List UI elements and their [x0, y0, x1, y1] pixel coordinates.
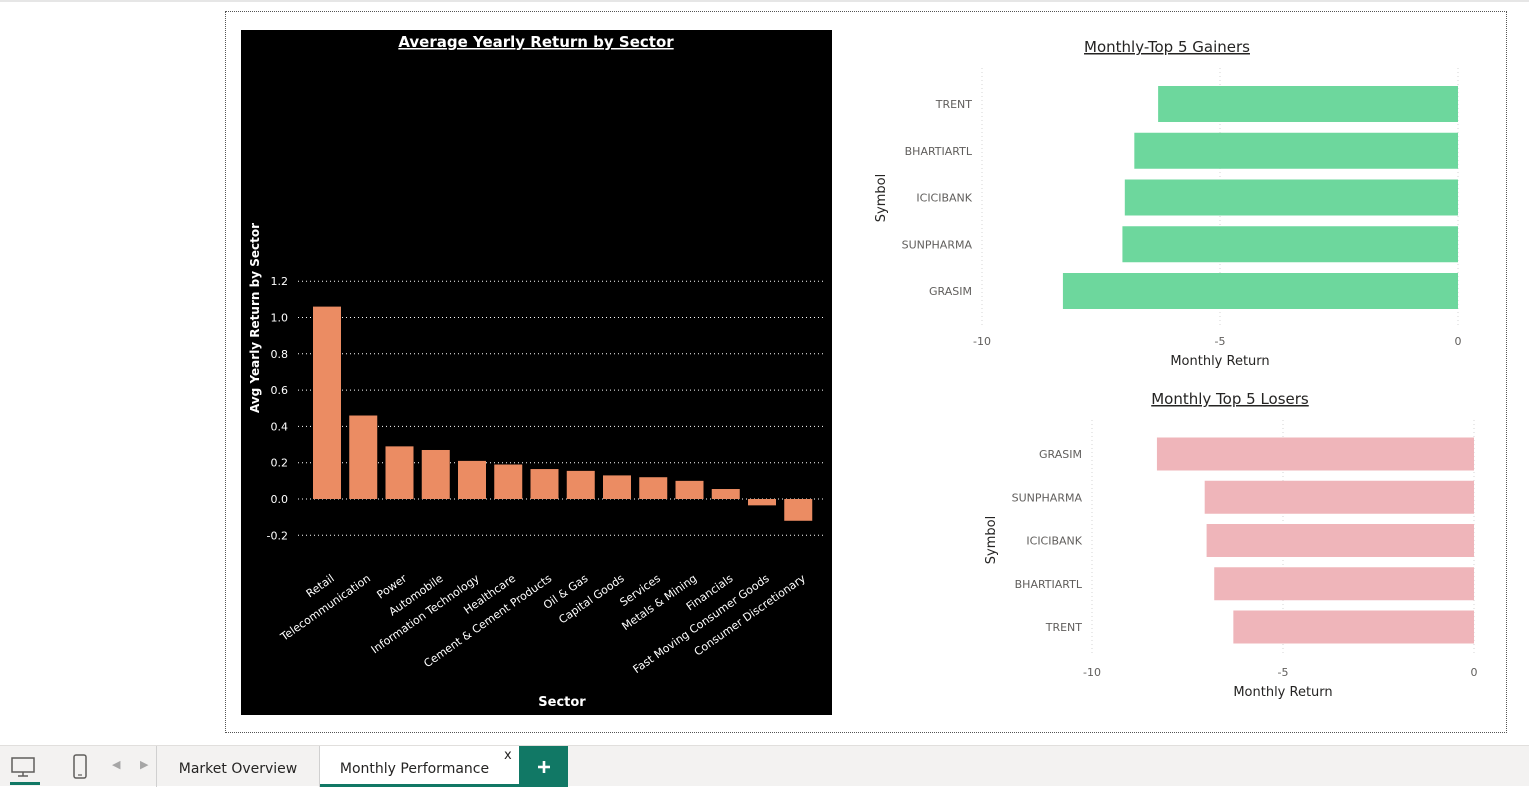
sector-y-tick-label: -0.2: [267, 529, 288, 542]
losers-chart-y-tick-label: GRASIM: [1039, 448, 1082, 461]
sector-y-tick-label: 0.0: [271, 493, 289, 506]
gainers-chart-title: Monthly-Top 5 Gainers: [1084, 38, 1250, 56]
sector-y-axis-label: Avg Yearly Return by Sector: [248, 223, 262, 413]
gainers-chart-y-tick-label: GRASIM: [929, 285, 972, 298]
losers-chart-x-tick-label: 0: [1471, 666, 1478, 679]
sector-bar: [603, 475, 631, 499]
tab-monthly-performance[interactable]: Monthly Performance: [320, 746, 519, 787]
losers-chart-x-axis-label: Monthly Return: [1233, 685, 1332, 700]
sector-bar: [566, 470, 595, 499]
page-navigation-bar: ◀ ▶ Market Overview Monthly Performance …: [0, 745, 1529, 787]
gainers-chart-x-tick-label: -5: [1215, 335, 1226, 348]
sector-chart: Average Yearly Return by Sector 1.2 1.0 0.8…: [241, 30, 832, 715]
losers-chart-y-tick-label: SUNPHARMA: [1012, 491, 1083, 504]
losers-chart-bar: [1233, 610, 1474, 644]
tab-divider: [156, 746, 157, 787]
gainers-chart-y-tick-label: TRENT: [935, 98, 973, 111]
report-canvas: [225, 11, 1507, 733]
mobile-view-icon[interactable]: [62, 746, 98, 787]
losers-chart-y-tick-label: ICICIBANK: [1026, 535, 1082, 548]
gainers-chart-x-tick-label: 0: [1455, 335, 1462, 348]
sector-bar: [421, 449, 450, 499]
gainers-chart-y-tick-label: ICICIBANK: [916, 192, 972, 205]
gainers-chart-bar: [1124, 179, 1458, 216]
chevron-left-icon[interactable]: ◀: [112, 758, 121, 771]
gainers-chart-y-tick-label: SUNPHARMA: [902, 238, 973, 251]
losers-chart-bar: [1204, 480, 1474, 514]
chevron-right-icon[interactable]: ▶: [140, 758, 149, 771]
gainers-chart-y-axis-label: Symbol: [874, 174, 889, 222]
report-charts: Average Yearly Return by Sector 1.2 1.0 0.8…: [241, 30, 1478, 715]
losers-chart-bar: [1214, 567, 1474, 601]
desktop-view-indicator: [10, 782, 40, 785]
sector-y-tick-label: 0.6: [271, 384, 289, 397]
losers-chart-y-tick-label: TRENT: [1045, 621, 1083, 634]
close-tab-icon[interactable]: x: [504, 748, 512, 763]
gainers-chart-bar: [1122, 226, 1458, 263]
sector-bar: [313, 306, 341, 499]
sector-chart-title: Average Yearly Return by Sector: [398, 33, 674, 51]
losers-chart-x-tick-label: -5: [1278, 666, 1289, 679]
gainers-chart: Monthly-Top 5 Gainers -10 -5 0 TRENT BHARTIAR…: [874, 38, 1462, 369]
plus-icon: [537, 760, 550, 773]
gainers-chart-bar: [1062, 273, 1458, 309]
gainers-chart-bar: [1158, 86, 1458, 122]
gainers-chart-x-axis-label: Monthly Return: [1170, 354, 1269, 369]
desktop-view-icon[interactable]: [4, 746, 42, 787]
tab-market-overview[interactable]: Market Overview: [157, 746, 320, 787]
sector-y-tick-label: 1.0: [271, 312, 289, 325]
losers-chart-bar: [1206, 524, 1474, 557]
sector-y-tick-label: 1.2: [271, 275, 289, 288]
gainers-chart-y-tick-label: BHARTIARTL: [905, 145, 973, 158]
sector-x-axis-label: Sector: [538, 695, 586, 710]
sector-y-tick-label: 0.4: [271, 420, 289, 433]
gainers-chart-x-tick-label: -10: [973, 335, 991, 348]
sector-bar: [675, 480, 704, 499]
sector-y-tick-label: 0.2: [271, 457, 289, 470]
losers-chart-y-tick-label: BHARTIARTL: [1015, 578, 1083, 591]
sector-y-tick-label: 0.8: [271, 348, 289, 361]
sector-bar: [748, 499, 776, 506]
tab-label: Monthly Performance: [339, 760, 490, 777]
top-border: [0, 0, 1529, 2]
add-page-button[interactable]: [519, 746, 568, 787]
losers-chart-title: Monthly Top 5 Losers: [1151, 390, 1309, 408]
gainers-chart-bar: [1134, 132, 1458, 169]
sector-bar: [711, 489, 740, 499]
sector-bar: [639, 477, 668, 499]
losers-chart-bar: [1156, 437, 1474, 471]
sector-bar: [349, 415, 378, 499]
sector-bar: [494, 464, 523, 499]
losers-chart: Monthly Top 5 Losers -10 -5 0 GRASIM SUNPHARM…: [984, 390, 1478, 700]
tab-label: Market Overview: [178, 760, 298, 777]
losers-chart-y-axis-label: Symbol: [984, 516, 999, 564]
sector-bar: [385, 446, 414, 499]
sector-bar: [784, 499, 813, 521]
losers-chart-x-tick-label: -10: [1083, 666, 1101, 679]
sector-bar: [530, 469, 559, 499]
sector-bar: [458, 460, 486, 499]
